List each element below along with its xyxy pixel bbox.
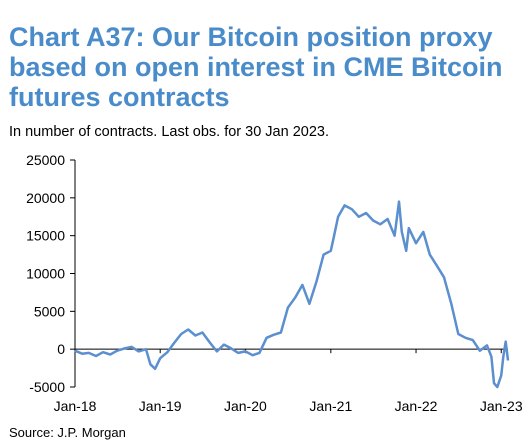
y-tick-label: 25000 <box>26 152 65 168</box>
y-tick-label: 0 <box>57 341 65 357</box>
y-tick-label: 5000 <box>34 303 65 319</box>
x-tick-label: Jan-21 <box>309 398 352 414</box>
x-tick-label: Jan-22 <box>395 398 438 414</box>
chart-title: Chart A37: Our Bitcoin position proxy ba… <box>9 22 503 112</box>
x-tick-label: Jan-18 <box>54 398 97 414</box>
y-tick-label: 10000 <box>26 266 65 282</box>
x-tick-label: Jan-20 <box>224 398 267 414</box>
source-note: Source: J.P. Morgan <box>9 425 126 440</box>
y-tick-label: -5000 <box>29 379 65 395</box>
chart-series <box>74 200 510 389</box>
series-line <box>74 200 510 389</box>
line-chart: -5000 0 5000 10000 15000 20000 25000 Jan-18 Jan-… <box>26 152 523 414</box>
x-tick-label: Jan-23 <box>480 398 523 414</box>
x-tick-label: Jan-19 <box>139 398 182 414</box>
chart-subtitle: In number of contracts. Last obs. for 30… <box>9 124 329 140</box>
y-tick-label: 15000 <box>26 228 65 244</box>
chart-ticks: -5000 0 5000 10000 15000 20000 25000 Jan-18 Jan-… <box>26 152 523 414</box>
y-tick-label: 20000 <box>26 190 65 206</box>
